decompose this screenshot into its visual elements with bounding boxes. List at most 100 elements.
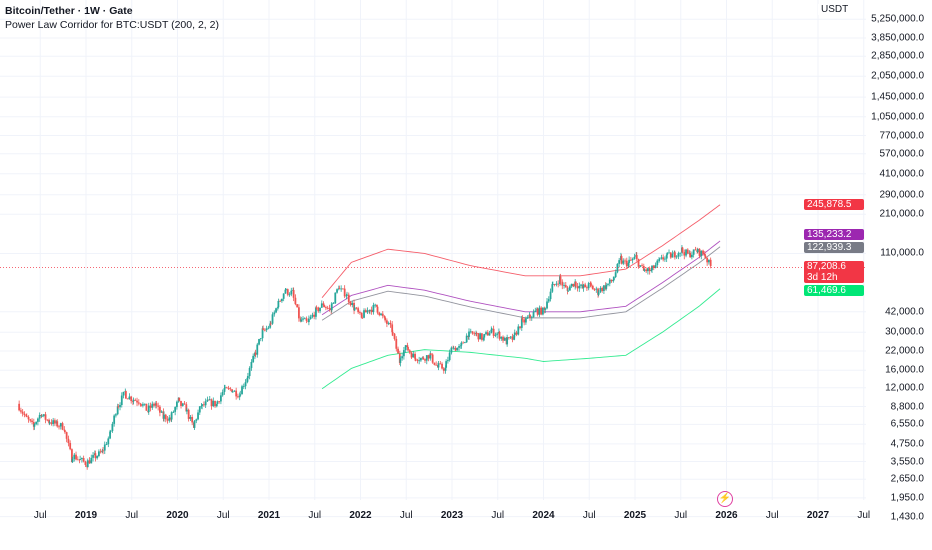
- candle-body: [485, 332, 487, 334]
- y-tick-label: 2,650.0: [890, 473, 924, 485]
- candle-body: [378, 312, 381, 315]
- candle-body: [71, 459, 74, 463]
- candle-body: [103, 444, 106, 451]
- candle-body: [429, 353, 432, 359]
- candle-body: [450, 347, 453, 353]
- candle-body: [418, 360, 421, 362]
- candle-body: [557, 283, 560, 285]
- x-tick-label: Jul: [216, 510, 230, 521]
- candle-body: [515, 332, 518, 335]
- y-tick-label: 1,050,000.0: [871, 111, 924, 123]
- lightning-icon[interactable]: ⚡: [717, 491, 733, 507]
- currency-label[interactable]: USDT: [818, 4, 852, 15]
- candle-body: [40, 415, 43, 417]
- candle-body: [324, 307, 327, 309]
- band-lower: [321, 288, 721, 390]
- candle-body: [584, 284, 587, 288]
- lower-band-tag: 61,469.6: [804, 285, 864, 296]
- indicator-label[interactable]: Power Law Corridor for BTC:USDT (200, 2,…: [5, 19, 219, 31]
- candle-body: [265, 328, 268, 331]
- candle-body: [237, 396, 239, 398]
- candle-body: [31, 420, 33, 423]
- candle-body: [398, 353, 401, 363]
- candle-body: [111, 423, 114, 432]
- candle-body: [574, 281, 577, 287]
- candle-body: [107, 438, 110, 445]
- candle-body: [404, 345, 407, 351]
- y-tick-label: 5,250,000.0: [871, 13, 924, 25]
- candle-body: [490, 328, 493, 330]
- candle-body: [513, 332, 516, 335]
- candle-body: [384, 317, 387, 321]
- candle-body: [590, 283, 592, 286]
- x-tick-label: Jul: [33, 510, 47, 521]
- candle-body: [202, 404, 205, 406]
- candle-body: [225, 387, 228, 389]
- candle-body: [706, 258, 709, 263]
- x-tick-label: 2024: [532, 510, 555, 521]
- candle-body: [80, 458, 83, 460]
- candle-body: [294, 297, 297, 305]
- candle-body: [506, 337, 509, 345]
- candle-body: [605, 284, 608, 289]
- candle-body: [201, 404, 204, 406]
- candle-body: [56, 421, 59, 427]
- candle-body: [389, 322, 392, 325]
- candle-body: [642, 266, 645, 271]
- candle-body: [239, 394, 242, 396]
- candle-body: [566, 287, 569, 291]
- candle-body: [336, 289, 338, 293]
- candle-body: [23, 413, 26, 415]
- candle-body: [435, 364, 438, 366]
- candle-body: [132, 401, 134, 402]
- candle-body: [422, 357, 425, 360]
- candle-body: [406, 345, 409, 348]
- candle-body: [241, 386, 243, 395]
- candle-body: [65, 432, 68, 439]
- mid-lower-band-tag: 122,939.3: [804, 242, 864, 253]
- candle-body: [79, 459, 82, 460]
- candle-body: [500, 336, 503, 339]
- candle-body: [641, 265, 643, 267]
- candle-body: [147, 405, 150, 413]
- x-tick-label: 2019: [74, 510, 98, 521]
- candle-body: [198, 406, 201, 413]
- symbol-title[interactable]: Bitcoin/Tether · 1W · Gate: [5, 5, 133, 17]
- candle-body: [41, 415, 43, 417]
- candle-body: [78, 459, 81, 461]
- candle-body: [578, 285, 581, 289]
- candle-body: [233, 390, 236, 392]
- candle-body: [345, 295, 348, 297]
- candle-body: [625, 260, 628, 267]
- candle-body: [429, 353, 432, 355]
- candle-body: [82, 458, 85, 462]
- candle-body: [347, 294, 350, 302]
- x-tick-label: Jul: [765, 510, 779, 521]
- candle-body: [633, 256, 636, 259]
- candle-body: [482, 337, 485, 340]
- candle-body: [290, 290, 293, 295]
- candle-body: [551, 284, 554, 292]
- candle-body: [652, 265, 655, 269]
- candle-body: [702, 250, 704, 254]
- candle-body: [709, 259, 712, 267]
- candle-body: [338, 288, 341, 290]
- candle-body: [380, 313, 382, 315]
- candle-body: [343, 288, 346, 297]
- candle-body: [141, 404, 144, 406]
- x-tick-label: 2023: [440, 510, 464, 521]
- candle-body: [460, 342, 463, 346]
- candle-body: [250, 361, 253, 368]
- candle-body: [187, 409, 190, 419]
- candle-body: [259, 338, 262, 340]
- candle-body: [252, 355, 255, 362]
- candle-body: [627, 262, 630, 267]
- candle-body: [459, 345, 462, 347]
- candle-body: [408, 350, 411, 353]
- candle-body: [71, 449, 73, 463]
- candle-body: [523, 319, 526, 323]
- candle-body: [151, 403, 154, 408]
- candle-body: [622, 260, 625, 264]
- candle-body: [61, 423, 64, 430]
